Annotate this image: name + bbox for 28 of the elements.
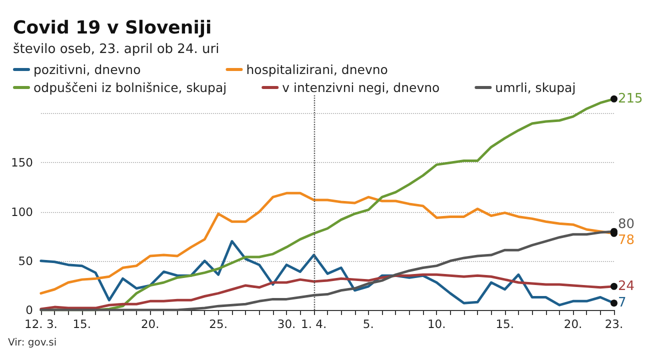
x-tick-label: 10. bbox=[427, 317, 446, 331]
x-tick-label: 12. 3. bbox=[24, 317, 58, 331]
data-label: 80 bbox=[618, 216, 635, 232]
x-tick-label: 15. bbox=[496, 317, 514, 331]
data-label: 78 bbox=[618, 232, 635, 248]
x-tick-label: 20. bbox=[140, 317, 160, 331]
y-tick-label: 100 bbox=[10, 204, 33, 219]
data-label: 215 bbox=[618, 91, 643, 106]
x-tick-label: 30. bbox=[277, 317, 296, 331]
data-label: 7 bbox=[618, 296, 626, 311]
x-tick-label: 5. bbox=[362, 317, 374, 331]
text: Vir: gov.si bbox=[8, 338, 57, 348]
legend-label: odpuščeni iz bolnišnice, skupaj bbox=[34, 80, 227, 95]
legend-label: pozitivni, dnevno bbox=[34, 62, 141, 77]
data-label: 24 bbox=[618, 278, 635, 294]
chart-subtitle: število oseb, 23. april ob 24. uri bbox=[13, 42, 220, 57]
legend-label: umrli, skupaj bbox=[495, 80, 576, 95]
y-tick-label: 50 bbox=[18, 254, 33, 268]
x-tick-label: 23. bbox=[604, 317, 624, 331]
y-tick-label: 0 bbox=[26, 303, 33, 317]
chart-title: Covid 19 v Sloveniji bbox=[13, 18, 212, 38]
x-tick-label: 25. bbox=[209, 317, 228, 331]
legend-label: hospitalizirani, dnevno bbox=[246, 62, 388, 77]
legend-label: v intenzivni negi, dnevno bbox=[282, 80, 440, 95]
x-tick-label: 15. bbox=[72, 317, 92, 331]
y-tick-label: 150 bbox=[10, 156, 33, 170]
x-tick-label: 20. bbox=[564, 317, 582, 331]
x-tick-label: 1. 4. bbox=[301, 317, 327, 331]
